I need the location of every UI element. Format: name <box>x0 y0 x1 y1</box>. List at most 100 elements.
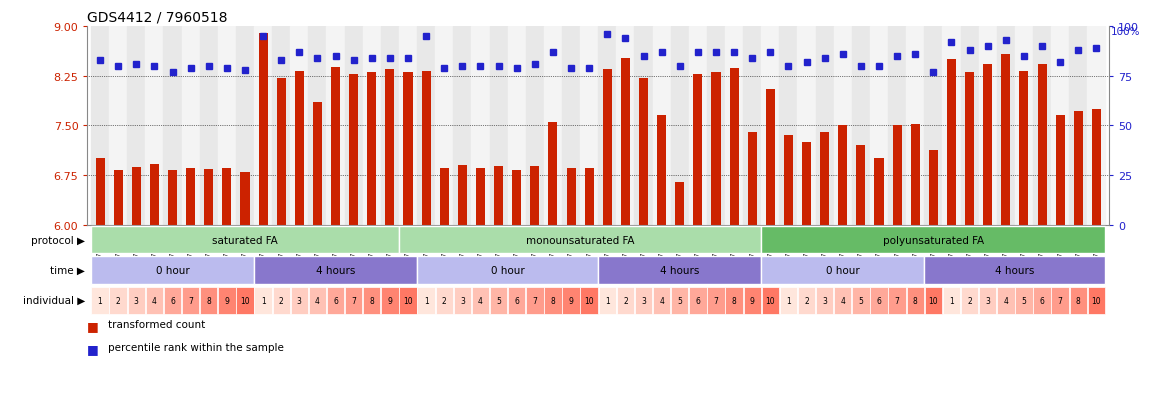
Bar <box>362 27 381 225</box>
Bar <box>870 287 888 314</box>
Bar <box>1092 109 1101 225</box>
Bar <box>1087 27 1106 225</box>
Text: 3: 3 <box>297 296 302 305</box>
Bar <box>544 27 562 225</box>
Bar <box>164 287 182 314</box>
Text: 2: 2 <box>115 296 120 305</box>
Bar <box>997 287 1015 314</box>
Text: 6: 6 <box>170 296 175 305</box>
Text: 4: 4 <box>840 296 846 305</box>
Bar <box>110 27 127 225</box>
Text: 10: 10 <box>240 296 249 305</box>
Text: 9: 9 <box>388 296 393 305</box>
Bar <box>309 287 326 314</box>
Text: 0 hour: 0 hour <box>490 265 524 275</box>
Bar <box>327 287 344 314</box>
Bar <box>381 27 398 225</box>
Bar <box>398 27 417 225</box>
Text: 4 hours: 4 hours <box>661 265 699 275</box>
Text: 1: 1 <box>786 296 791 305</box>
Bar <box>707 287 725 314</box>
Bar <box>761 227 1106 254</box>
Bar <box>1055 116 1065 225</box>
Bar <box>490 287 507 314</box>
Text: 3: 3 <box>822 296 827 305</box>
Bar <box>472 27 489 225</box>
Bar <box>602 70 612 225</box>
Bar <box>363 287 381 314</box>
Bar <box>889 287 906 314</box>
Bar <box>309 27 326 225</box>
Bar <box>453 27 472 225</box>
Bar <box>798 287 816 314</box>
Text: 7: 7 <box>713 296 719 305</box>
Text: saturated FA: saturated FA <box>212 235 278 245</box>
Bar <box>743 27 761 225</box>
Text: 4 hours: 4 hours <box>995 265 1035 275</box>
Bar <box>1088 287 1106 314</box>
Bar <box>458 166 467 225</box>
Bar <box>417 27 436 225</box>
Text: 3: 3 <box>134 296 139 305</box>
Text: 4 hours: 4 hours <box>316 265 355 275</box>
Bar <box>182 27 199 225</box>
Text: percentile rank within the sample: percentile rank within the sample <box>108 342 284 352</box>
Bar <box>1051 27 1069 225</box>
Bar <box>163 27 182 225</box>
Bar <box>146 27 163 225</box>
Bar <box>906 27 924 225</box>
Bar <box>513 170 521 225</box>
Bar <box>563 287 580 314</box>
Text: 8: 8 <box>206 296 211 305</box>
Text: ■: ■ <box>87 342 99 355</box>
Text: ■: ■ <box>87 320 99 332</box>
Text: 5: 5 <box>859 296 863 305</box>
Bar <box>91 227 398 254</box>
Bar <box>96 159 105 225</box>
Bar <box>906 287 924 314</box>
Text: protocol ▶: protocol ▶ <box>31 235 85 245</box>
Bar <box>839 126 847 225</box>
Bar <box>707 27 725 225</box>
Bar <box>856 146 866 225</box>
Bar <box>110 287 127 314</box>
Bar <box>979 27 997 225</box>
Text: 5: 5 <box>1022 296 1026 305</box>
Bar <box>472 287 489 314</box>
Bar <box>761 257 924 284</box>
Bar <box>616 27 635 225</box>
Text: 5: 5 <box>677 296 683 305</box>
Text: 3: 3 <box>641 296 645 305</box>
Bar <box>979 287 996 314</box>
Bar <box>476 169 485 225</box>
Bar <box>834 287 852 314</box>
Bar <box>168 171 177 225</box>
Bar <box>326 27 345 225</box>
Text: 5: 5 <box>496 296 501 305</box>
Bar <box>290 27 309 225</box>
Bar <box>888 27 906 225</box>
Text: 4: 4 <box>151 296 157 305</box>
Bar <box>585 168 594 225</box>
Bar <box>218 27 236 225</box>
Bar <box>765 90 775 225</box>
Text: 8: 8 <box>732 296 736 305</box>
Bar <box>367 73 376 225</box>
Bar <box>199 27 218 225</box>
Bar <box>816 287 833 314</box>
Text: 6: 6 <box>333 296 338 305</box>
Bar <box>761 27 779 225</box>
Bar <box>726 287 743 314</box>
Text: 6: 6 <box>696 296 700 305</box>
Bar <box>947 60 956 225</box>
Bar <box>616 287 634 314</box>
Bar <box>729 69 739 225</box>
Bar <box>924 257 1106 284</box>
Text: 10: 10 <box>765 296 775 305</box>
Bar <box>942 27 960 225</box>
Bar <box>852 27 870 225</box>
Text: 7: 7 <box>532 296 537 305</box>
Bar <box>544 287 562 314</box>
Bar <box>960 27 979 225</box>
Bar <box>1052 287 1068 314</box>
